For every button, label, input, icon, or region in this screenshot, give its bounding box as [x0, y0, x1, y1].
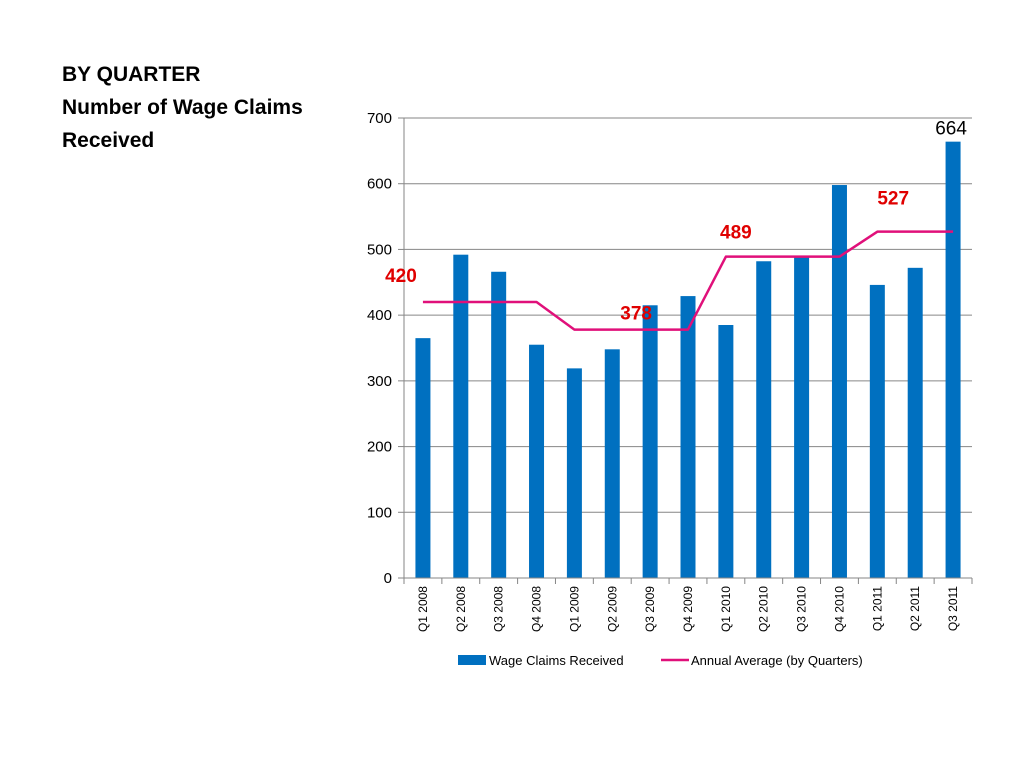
- average-data-label: 420: [385, 266, 417, 287]
- bar: [945, 141, 961, 578]
- bar: [529, 344, 545, 578]
- x-tick-label: Q4 2009: [681, 586, 695, 632]
- bar: [756, 261, 772, 578]
- x-tick-label: Q3 2011: [946, 586, 960, 631]
- y-tick-label: 0: [384, 570, 392, 587]
- bar-data-label: 664: [935, 119, 967, 140]
- x-tick-label: Q2 2010: [757, 586, 771, 632]
- bar: [604, 349, 620, 578]
- x-tick-label: Q1 2011: [870, 586, 884, 631]
- y-tick-label: 100: [367, 504, 392, 521]
- x-tick-label: Q4 2008: [530, 586, 544, 632]
- y-tick-label: 200: [367, 439, 392, 456]
- x-tick-label: Q4 2010: [832, 586, 846, 632]
- legend-label-line: Annual Average (by Quarters): [691, 653, 863, 668]
- bars: [415, 141, 961, 578]
- bar: [831, 185, 847, 578]
- title-line-3: Received: [62, 129, 155, 152]
- x-tick-label: Q1 2009: [567, 586, 581, 632]
- average-line: [422, 230, 954, 331]
- average-data-label: 527: [877, 189, 909, 210]
- bar: [869, 284, 885, 578]
- labels: 420 378 489 527 664: [385, 119, 967, 325]
- bar: [680, 296, 696, 578]
- average-line-series: [422, 230, 954, 331]
- y-tick-label: 700: [367, 110, 392, 127]
- bar: [907, 267, 923, 578]
- bar: [415, 338, 431, 578]
- legend-swatch-bars: [458, 655, 486, 665]
- x-tick-label: Q3 2010: [795, 586, 809, 632]
- bar: [642, 305, 658, 578]
- bar: [566, 368, 582, 578]
- legend: Wage Claims Received Annual Average (by Q…: [458, 653, 863, 668]
- x-tick-label: Q1 2008: [416, 586, 430, 632]
- average-data-label: 378: [620, 304, 652, 325]
- bar: [794, 256, 810, 578]
- legend-label-bars: Wage Claims Received: [489, 653, 624, 668]
- bar: [718, 325, 734, 578]
- x-tick-label: Q2 2009: [605, 586, 619, 632]
- x-tick-label: Q2 2008: [454, 586, 468, 632]
- axes: 0 100 200 300 400 500 600 700 Q1 2008 Q2 2008 Q3 2…: [367, 110, 973, 632]
- bar: [453, 254, 469, 578]
- y-tick-label: 500: [367, 241, 392, 258]
- x-tick-label: Q1 2010: [719, 586, 733, 632]
- average-data-label: 489: [720, 223, 752, 244]
- x-tick-label: Q3 2008: [492, 586, 506, 632]
- y-tick-label: 400: [367, 307, 392, 324]
- y-tick-label: 600: [367, 176, 392, 193]
- title-line-1: BY QUARTER: [62, 63, 201, 86]
- x-tick-label: Q3 2009: [643, 586, 657, 632]
- y-tick-label: 300: [367, 373, 392, 390]
- title-line-2: Number of Wage Claims: [62, 96, 303, 119]
- bar: [491, 271, 507, 578]
- chart-title: BY QUARTER Number of Wage Claims Receive…: [62, 58, 303, 157]
- x-tick-label: Q2 2011: [908, 586, 922, 631]
